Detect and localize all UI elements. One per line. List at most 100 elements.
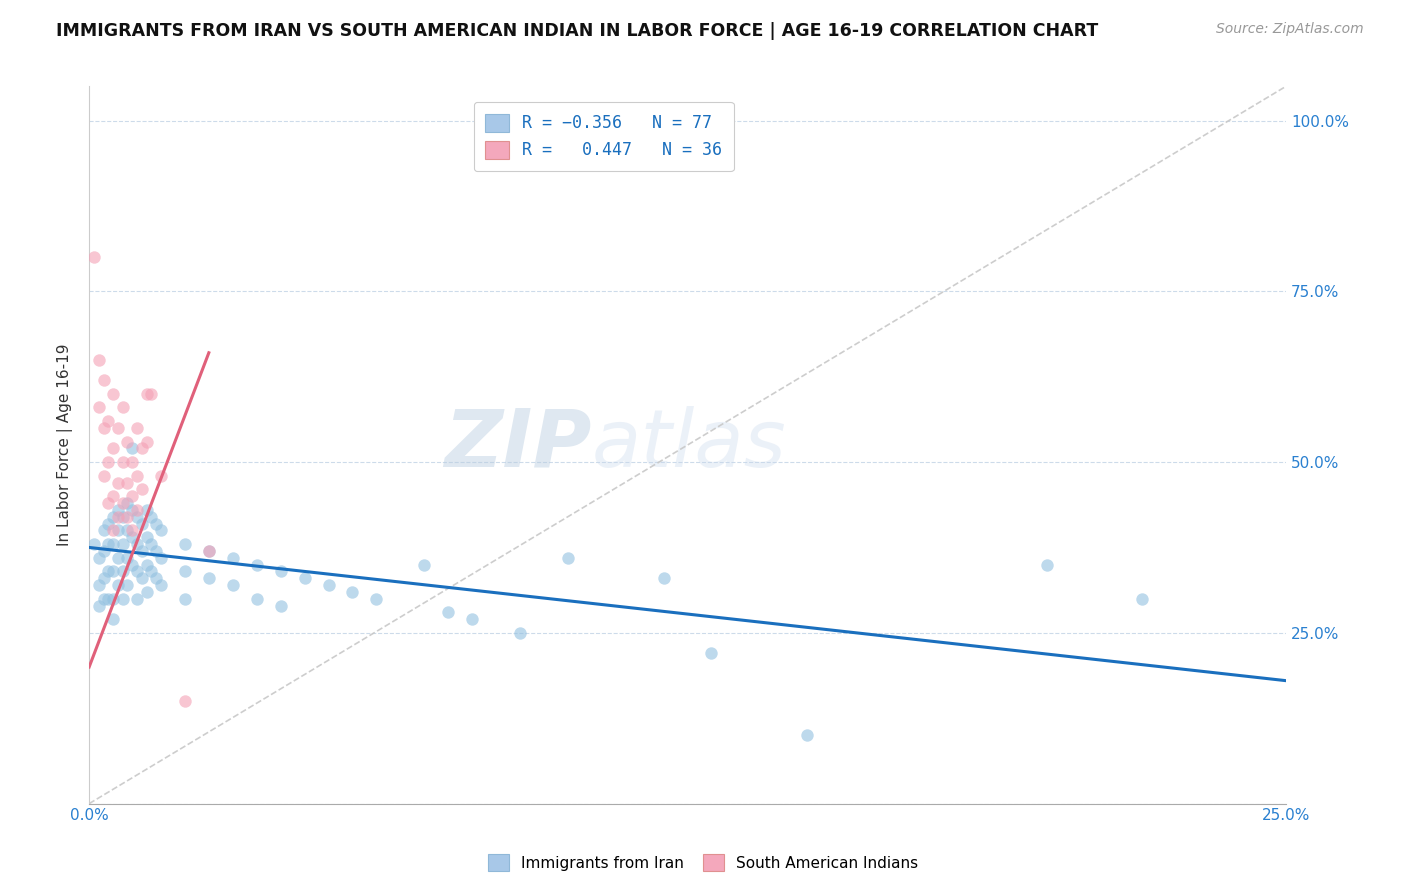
Point xyxy=(174,537,197,551)
Point xyxy=(93,571,115,585)
Point xyxy=(93,544,115,558)
Point xyxy=(270,599,292,613)
Point xyxy=(111,401,134,415)
Point xyxy=(87,352,110,367)
Point xyxy=(111,565,134,579)
Legend: Immigrants from Iran, South American Indians: Immigrants from Iran, South American Ind… xyxy=(482,848,924,877)
Point xyxy=(149,524,172,538)
Point xyxy=(107,421,129,435)
Point xyxy=(111,537,134,551)
Text: IMMIGRANTS FROM IRAN VS SOUTH AMERICAN INDIAN IN LABOR FORCE | AGE 16-19 CORRELA: IMMIGRANTS FROM IRAN VS SOUTH AMERICAN I… xyxy=(56,22,1098,40)
Point xyxy=(107,578,129,592)
Point xyxy=(97,496,120,510)
Point xyxy=(135,558,157,572)
Point xyxy=(97,414,120,428)
Point xyxy=(117,475,139,490)
Point xyxy=(141,386,163,401)
Point xyxy=(93,468,115,483)
Point xyxy=(125,565,148,579)
Point xyxy=(101,386,124,401)
Point xyxy=(97,516,120,531)
Point xyxy=(111,455,134,469)
Point xyxy=(121,455,143,469)
Point xyxy=(117,434,139,449)
Point xyxy=(121,530,143,544)
Point xyxy=(174,694,197,708)
Point xyxy=(101,442,124,456)
Point xyxy=(437,605,460,619)
Point xyxy=(125,509,148,524)
Point xyxy=(145,544,167,558)
Point xyxy=(135,585,157,599)
Point xyxy=(135,530,157,544)
Point xyxy=(87,550,110,565)
Point xyxy=(101,537,124,551)
Point xyxy=(107,503,129,517)
Point xyxy=(125,503,148,517)
Point xyxy=(413,558,436,572)
Point xyxy=(318,578,340,592)
Point xyxy=(87,401,110,415)
Point xyxy=(93,421,115,435)
Point xyxy=(97,591,120,606)
Point xyxy=(198,544,221,558)
Point xyxy=(796,728,818,742)
Point xyxy=(246,558,269,572)
Point xyxy=(461,612,484,626)
Point xyxy=(135,503,157,517)
Point xyxy=(101,565,124,579)
Point xyxy=(121,442,143,456)
Point xyxy=(125,537,148,551)
Point xyxy=(107,550,129,565)
Point xyxy=(1035,558,1057,572)
Point xyxy=(101,591,124,606)
Point xyxy=(125,591,148,606)
Point xyxy=(198,571,221,585)
Point xyxy=(149,468,172,483)
Point xyxy=(222,578,245,592)
Point xyxy=(83,250,105,264)
Point xyxy=(145,516,167,531)
Text: atlas: atlas xyxy=(592,406,786,484)
Point xyxy=(222,550,245,565)
Point xyxy=(131,571,153,585)
Point xyxy=(294,571,316,585)
Point xyxy=(117,550,139,565)
Point xyxy=(557,550,579,565)
Point xyxy=(111,496,134,510)
Point xyxy=(342,585,364,599)
Point xyxy=(509,625,531,640)
Text: ZIP: ZIP xyxy=(444,406,592,484)
Point xyxy=(93,373,115,387)
Point xyxy=(366,591,388,606)
Point xyxy=(97,537,120,551)
Point xyxy=(131,516,153,531)
Legend: R = −0.356   N = 77, R =   0.447   N = 36: R = −0.356 N = 77, R = 0.447 N = 36 xyxy=(474,102,734,171)
Point xyxy=(131,544,153,558)
Point xyxy=(125,468,148,483)
Point xyxy=(117,578,139,592)
Point xyxy=(107,475,129,490)
Point xyxy=(101,489,124,503)
Point xyxy=(83,537,105,551)
Point xyxy=(270,565,292,579)
Point xyxy=(117,524,139,538)
Point xyxy=(121,489,143,503)
Point xyxy=(145,571,167,585)
Point xyxy=(97,455,120,469)
Point xyxy=(198,544,221,558)
Point xyxy=(87,578,110,592)
Point xyxy=(141,537,163,551)
Point xyxy=(131,483,153,497)
Point xyxy=(117,509,139,524)
Point xyxy=(111,509,134,524)
Point xyxy=(93,524,115,538)
Point xyxy=(121,524,143,538)
Point xyxy=(149,550,172,565)
Point xyxy=(1130,591,1153,606)
Point xyxy=(101,509,124,524)
Point xyxy=(131,442,153,456)
Point xyxy=(111,591,134,606)
Point xyxy=(93,591,115,606)
Y-axis label: In Labor Force | Age 16-19: In Labor Force | Age 16-19 xyxy=(58,343,73,546)
